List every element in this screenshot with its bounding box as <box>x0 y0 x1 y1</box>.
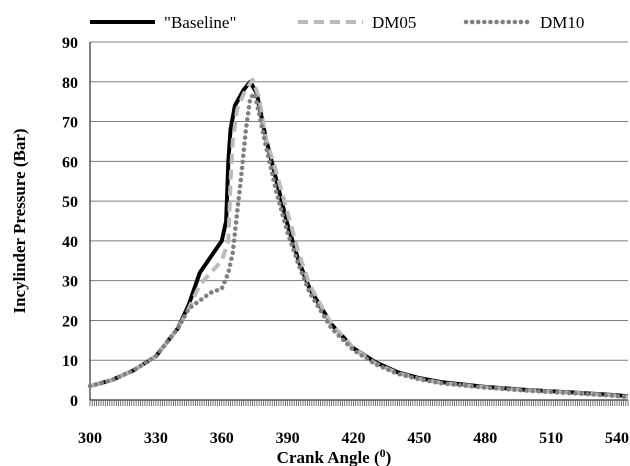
y-tick-label: 20 <box>62 313 78 330</box>
x-tick-label: 330 <box>144 430 168 447</box>
y-tick-label: 30 <box>62 274 78 291</box>
x-axis-title-text: Crank Angle ( <box>277 448 380 466</box>
series-line-baseline <box>89 79 629 399</box>
y-tick-label: 80 <box>62 75 78 92</box>
y-tick-label: 60 <box>62 154 78 171</box>
x-tick-label: 450 <box>407 430 431 447</box>
y-tick-label: 10 <box>62 353 78 370</box>
y-tick-label: 90 <box>62 35 78 52</box>
x-axis-title-superscript: 0 <box>380 446 386 460</box>
y-axis-title: Incylinder Pressure (Bar) <box>10 128 29 313</box>
y-tick-label: 0 <box>70 393 78 410</box>
series-layer <box>87 77 630 400</box>
x-axis-title: Crank Angle (0) <box>277 446 392 466</box>
y-tick-label: 40 <box>62 234 78 251</box>
y-tick-labels: 0 10 20 30 40 50 60 70 80 90 <box>62 35 78 410</box>
x-tick-labels: 300 330 360 390 420 450 480 510 540 <box>78 430 629 447</box>
x-tick-label: 480 <box>473 430 497 447</box>
series-line-dm05 <box>89 77 629 399</box>
legend: "Baseline" DM05 DM10 <box>90 13 584 32</box>
legend-label: "Baseline" <box>164 13 236 32</box>
y-tick-label: 70 <box>62 115 78 132</box>
axes <box>89 42 629 406</box>
x-tick-label: 540 <box>605 430 629 447</box>
x-tick-label: 360 <box>210 430 234 447</box>
legend-label: DM05 <box>372 13 416 32</box>
x-tick-label: 510 <box>539 430 563 447</box>
grid-lines <box>90 41 628 361</box>
x-tick-label: 390 <box>276 430 300 447</box>
x-tick-label: 300 <box>78 430 102 447</box>
y-tick-label: 50 <box>62 194 78 211</box>
x-axis-title-end: ) <box>386 448 392 466</box>
series-line-dm10 <box>87 91 630 400</box>
x-tick-label: 420 <box>342 430 366 447</box>
legend-label: DM10 <box>540 13 584 32</box>
